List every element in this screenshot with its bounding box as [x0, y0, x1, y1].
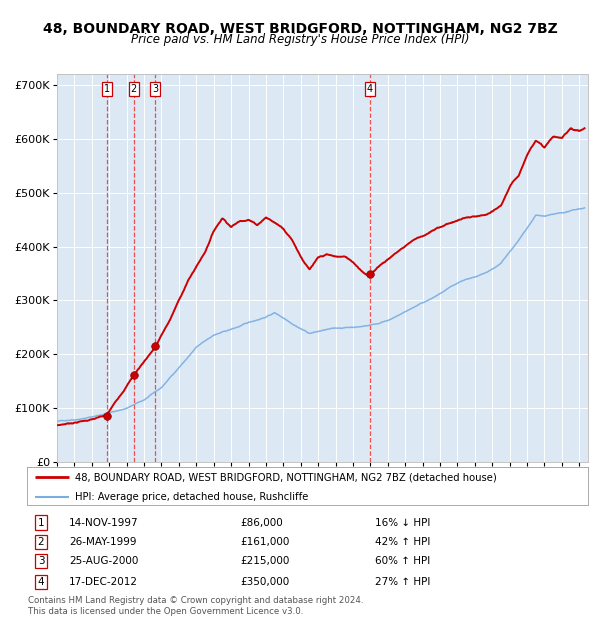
Text: 42% ↑ HPI: 42% ↑ HPI	[375, 537, 430, 547]
Text: 14-NOV-1997: 14-NOV-1997	[69, 518, 139, 528]
Text: 26-MAY-1999: 26-MAY-1999	[69, 537, 137, 547]
Text: £161,000: £161,000	[240, 537, 290, 547]
Text: 48, BOUNDARY ROAD, WEST BRIDGFORD, NOTTINGHAM, NG2 7BZ: 48, BOUNDARY ROAD, WEST BRIDGFORD, NOTTI…	[43, 22, 557, 35]
Text: 16% ↓ HPI: 16% ↓ HPI	[375, 518, 430, 528]
Text: Contains HM Land Registry data © Crown copyright and database right 2024.
This d: Contains HM Land Registry data © Crown c…	[28, 596, 364, 616]
Text: £350,000: £350,000	[240, 577, 289, 587]
Text: 4: 4	[367, 84, 373, 94]
Text: 60% ↑ HPI: 60% ↑ HPI	[375, 556, 430, 566]
Text: 48, BOUNDARY ROAD, WEST BRIDGFORD, NOTTINGHAM, NG2 7BZ (detached house): 48, BOUNDARY ROAD, WEST BRIDGFORD, NOTTI…	[74, 472, 496, 482]
Text: £86,000: £86,000	[240, 518, 283, 528]
Text: 3: 3	[38, 556, 44, 566]
Text: 1: 1	[104, 84, 110, 94]
Text: 27% ↑ HPI: 27% ↑ HPI	[375, 577, 430, 587]
Text: Price paid vs. HM Land Registry's House Price Index (HPI): Price paid vs. HM Land Registry's House …	[131, 33, 469, 45]
Text: £215,000: £215,000	[240, 556, 290, 566]
Text: 25-AUG-2000: 25-AUG-2000	[69, 556, 139, 566]
Text: 1: 1	[38, 518, 44, 528]
Text: 2: 2	[38, 537, 44, 547]
Text: HPI: Average price, detached house, Rushcliffe: HPI: Average price, detached house, Rush…	[74, 492, 308, 502]
Text: 4: 4	[38, 577, 44, 587]
Text: 3: 3	[152, 84, 158, 94]
Text: 2: 2	[130, 84, 137, 94]
Text: 17-DEC-2012: 17-DEC-2012	[69, 577, 138, 587]
